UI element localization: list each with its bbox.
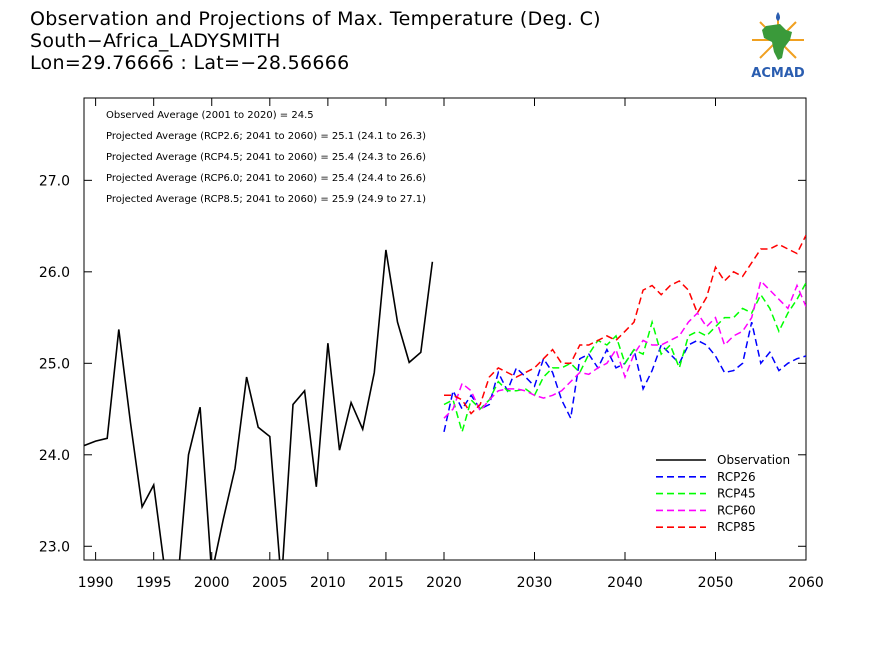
x-axis-labels: 1990 1995 2000 2005 2010 2015 2020 2030 2040 2050… — [78, 575, 824, 591]
x-tick-label: 1995 — [136, 575, 172, 591]
x-tick-label: 2010 — [310, 575, 346, 591]
chart-title: Observation and Projections of Max. Temp… — [30, 8, 601, 30]
series-line-rcp45 — [443, 282, 806, 435]
stat-rcp60-average: Projected Average (RCP6.0; 2041 to 2060)… — [106, 173, 426, 184]
y-tick-label: 23.0 — [39, 539, 70, 555]
axis-ticks — [84, 98, 807, 560]
stat-rcp45-average: Projected Average (RCP4.5; 2041 to 2060)… — [106, 152, 426, 163]
series-line-rcp60 — [443, 279, 806, 419]
stat-observed-average: Observed Average (2001 to 2020) = 24.5 — [106, 110, 314, 121]
y-axis-labels: 23.0 24.0 25.0 26.0 27.0 — [39, 173, 70, 555]
x-tick-label: 2000 — [194, 575, 230, 591]
chart-legend: Observation RCP26 RCP45 RCP60 RCP85 — [656, 453, 790, 534]
x-tick-label: 2030 — [517, 575, 553, 591]
x-tick-label: 1990 — [78, 575, 114, 591]
legend-label-rcp26: RCP26 — [717, 470, 756, 484]
legend-label-rcp85: RCP85 — [717, 520, 756, 534]
y-tick-label: 24.0 — [39, 448, 70, 464]
x-tick-label: 2005 — [252, 575, 288, 591]
x-tick-label: 2040 — [607, 575, 643, 591]
legend-label-rcp45: RCP45 — [717, 487, 756, 501]
chart-title-block: Observation and Projections of Max. Temp… — [30, 8, 601, 74]
plot-frame — [83, 97, 807, 561]
stat-rcp26-average: Projected Average (RCP2.6; 2041 to 2060)… — [106, 131, 426, 142]
location-name: South−Africa_LADYSMITH — [30, 30, 281, 52]
x-tick-label: 2060 — [788, 575, 824, 591]
series-line-observation — [84, 249, 434, 560]
africa-map-logo-icon — [752, 12, 804, 60]
y-tick-label: 25.0 — [39, 356, 70, 372]
stats-box: Observed Average (2001 to 2020) = 24.5 P… — [106, 110, 426, 205]
coordinates: Lon=29.76666 : Lat=−28.56666 — [30, 52, 350, 74]
legend-label-rcp60: RCP60 — [717, 503, 756, 517]
x-tick-label: 2050 — [698, 575, 734, 591]
y-tick-label: 27.0 — [39, 173, 70, 189]
acmad-logo: ACMAD — [738, 10, 818, 82]
legend-label-observation: Observation — [717, 453, 790, 467]
acmad-logo-text: ACMAD — [751, 66, 805, 81]
series-layer — [84, 234, 806, 560]
y-tick-label: 26.0 — [39, 265, 70, 281]
x-tick-label: 2020 — [426, 575, 462, 591]
series-line-rcp85 — [444, 234, 806, 415]
stat-rcp85-average: Projected Average (RCP8.5; 2041 to 2060)… — [106, 194, 426, 205]
x-tick-label: 2015 — [368, 575, 404, 591]
